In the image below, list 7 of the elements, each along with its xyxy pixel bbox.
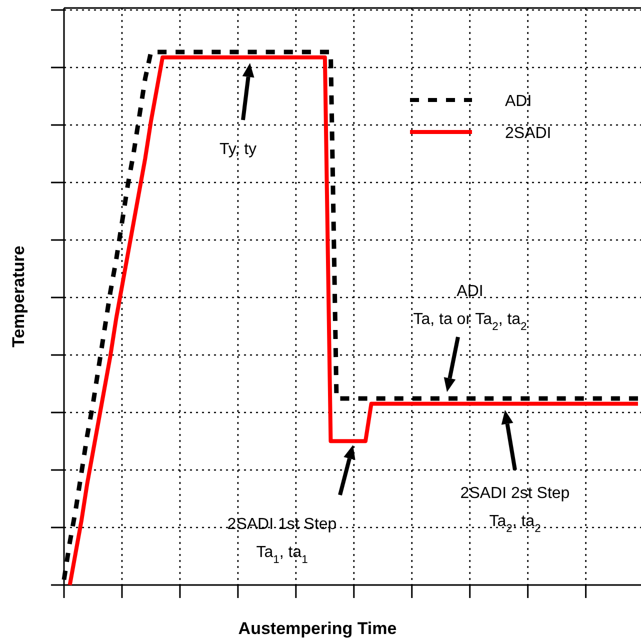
annotation: 2SADI 1st Step Ta$_{1}$, ta$_{1}$: [227, 516, 337, 566]
legend-label: 2SADI: [505, 125, 552, 142]
annotation: ADI Ta, ta or Ta$_{2}$, ta$_{2}$: [413, 283, 527, 333]
y-axis-title: Temperature: [9, 246, 28, 348]
annotation: Ty, ty: [219, 141, 257, 158]
x-axis-title: Austempering Time: [238, 619, 397, 638]
legend-label: ADI: [505, 93, 532, 110]
